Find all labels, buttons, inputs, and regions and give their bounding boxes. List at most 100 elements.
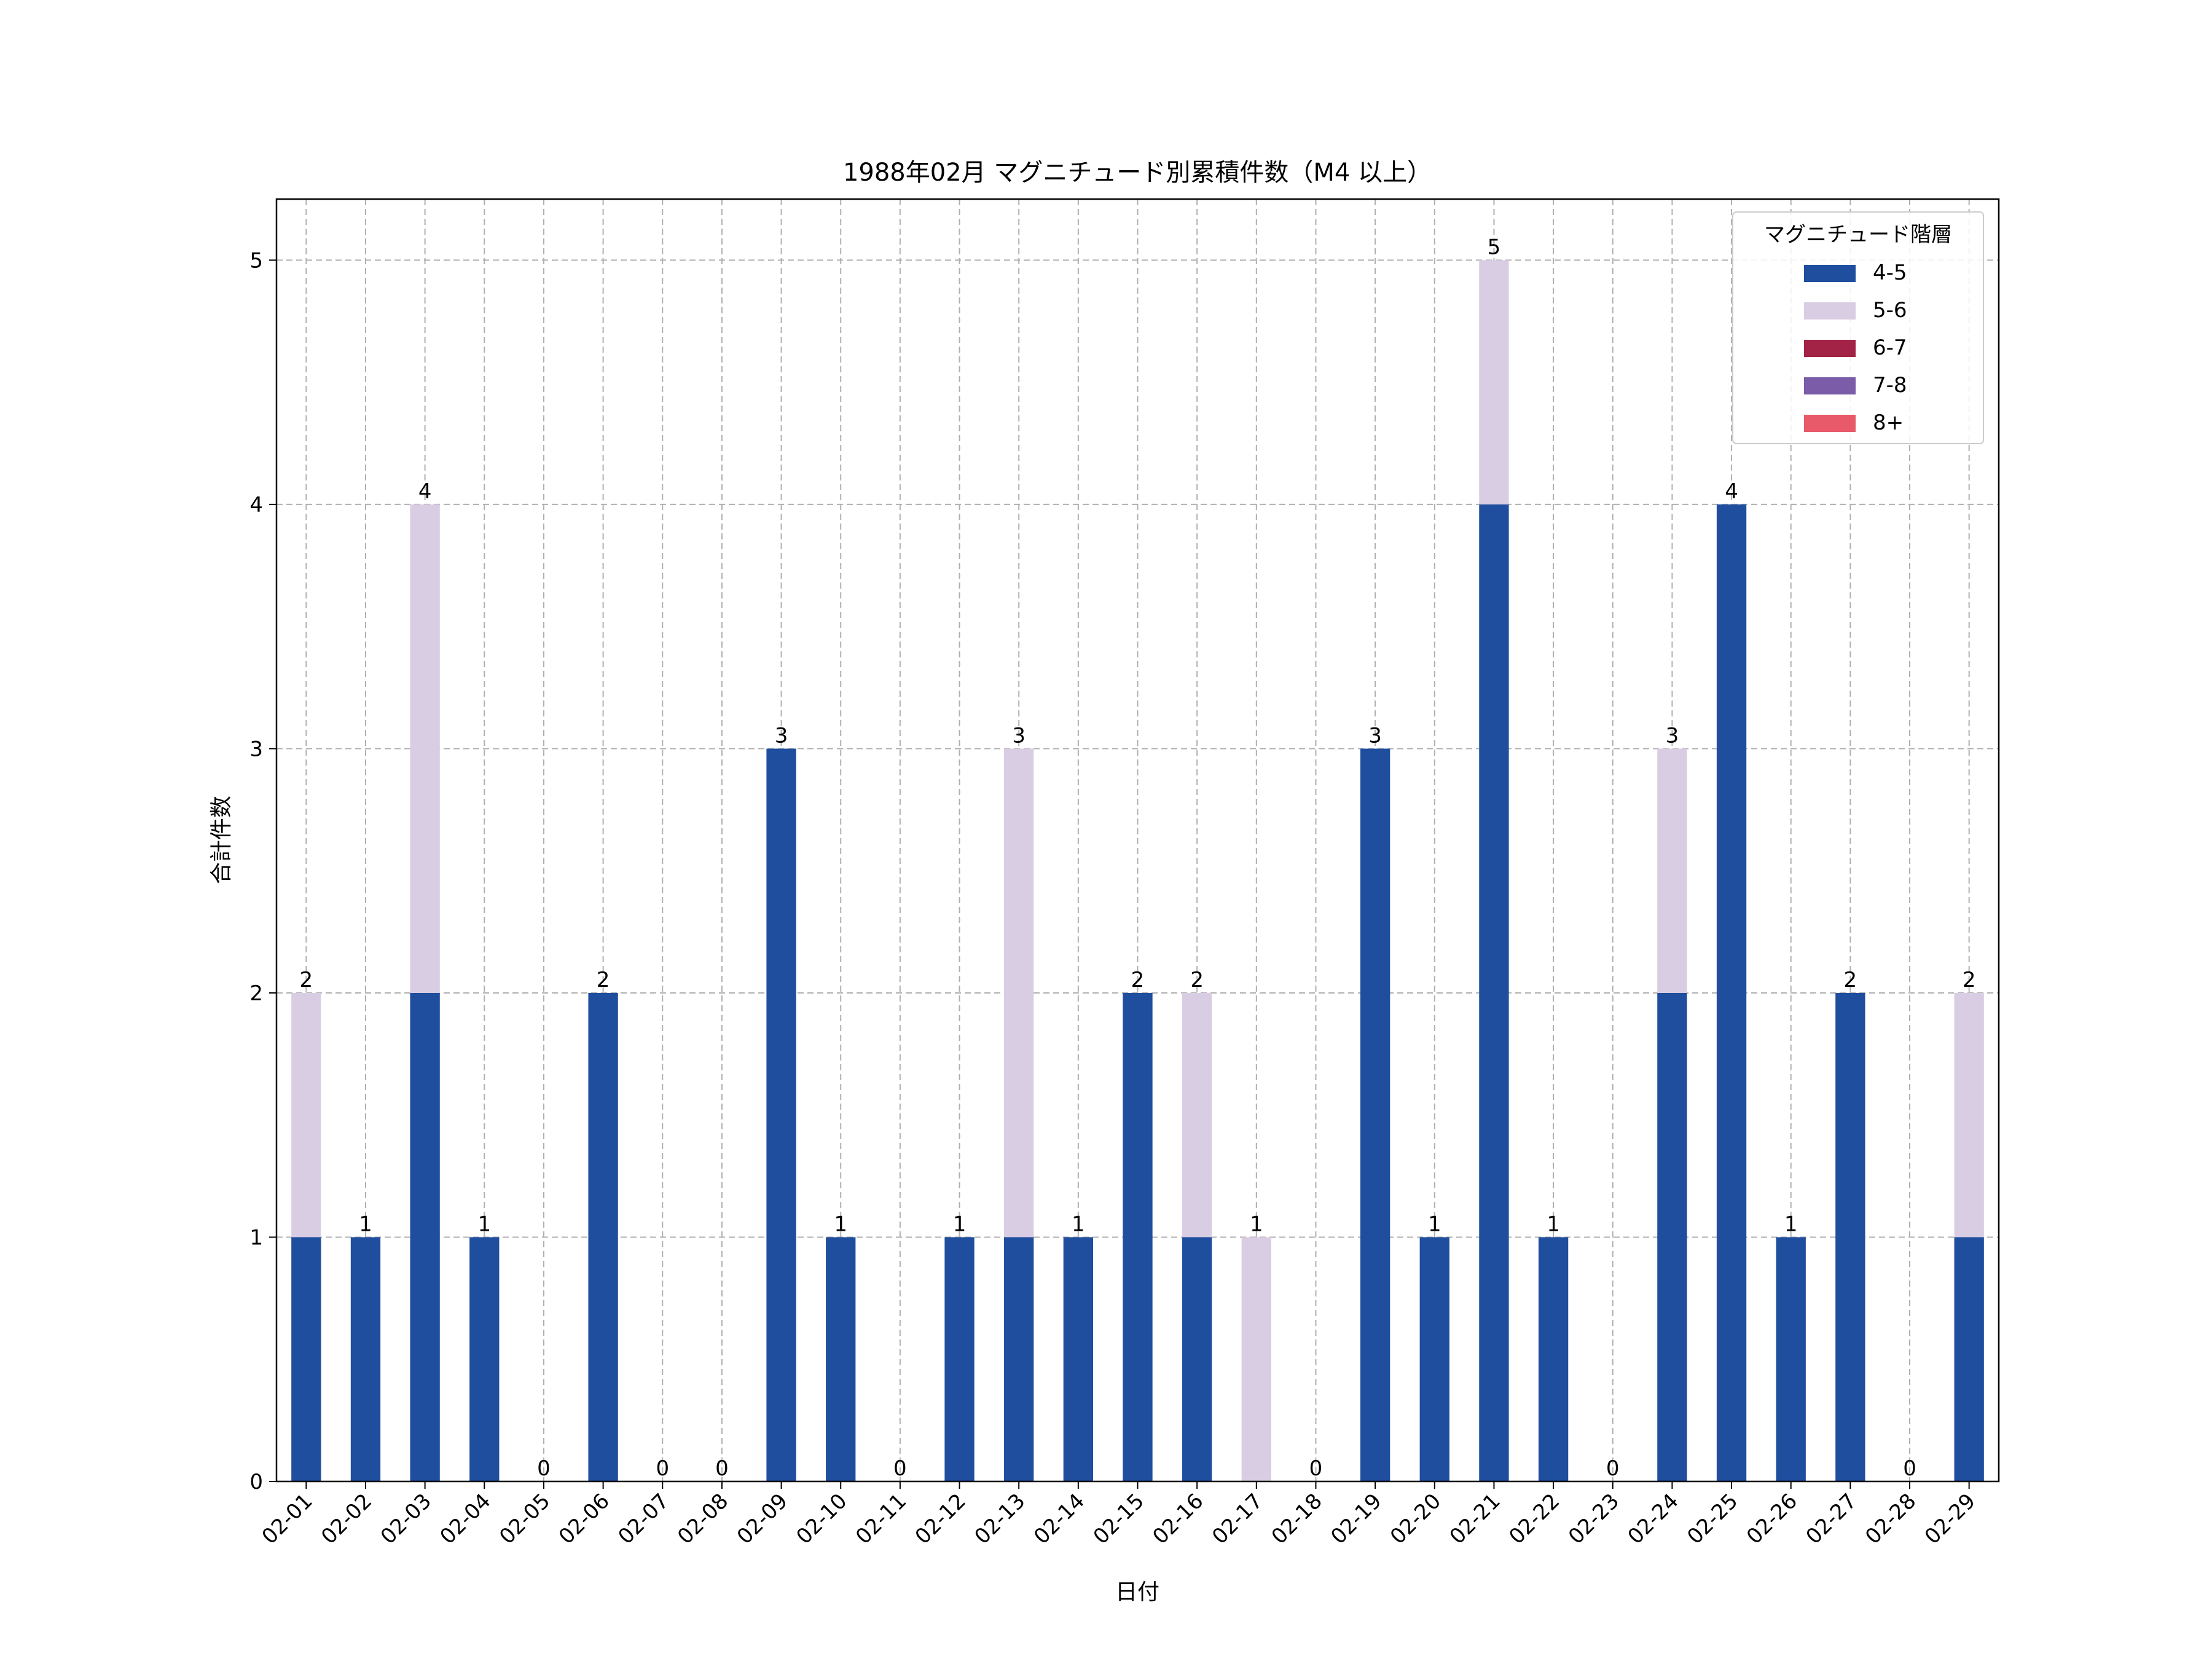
x-tick-label: 02-09 <box>732 1489 793 1549</box>
legend-label: 5-6 <box>1873 298 1907 323</box>
bar-segment <box>826 1237 856 1481</box>
bar-segment <box>588 992 618 1481</box>
bar-total-label: 0 <box>1903 1456 1916 1481</box>
x-tick-label: 02-29 <box>1920 1489 1980 1549</box>
x-tick-label: 02-13 <box>970 1489 1030 1549</box>
x-tick-label: 02-22 <box>1504 1489 1564 1549</box>
bar-segment <box>1538 1237 1569 1481</box>
bar-total-label: 1 <box>834 1212 847 1236</box>
x-tick-label: 02-19 <box>1326 1489 1386 1549</box>
x-tick-label: 02-05 <box>495 1489 555 1549</box>
bar-segment <box>1716 504 1747 1481</box>
bar-total-label: 3 <box>775 723 788 748</box>
bar-segment <box>1063 1237 1094 1481</box>
bar-segment <box>1182 1237 1212 1481</box>
x-ticks-layer: 02-0102-0202-0302-0402-0502-0602-0702-08… <box>257 1481 1980 1549</box>
bar-segment <box>350 1237 381 1481</box>
bar-segment <box>944 1237 975 1481</box>
x-tick-label: 02-14 <box>1029 1489 1089 1549</box>
legend: マグニチュード階層 4-5 5-6 6-7 7-8 8+ <box>1732 211 1984 444</box>
x-tick-label: 02-28 <box>1861 1489 1921 1549</box>
x-tick-label: 02-18 <box>1267 1489 1327 1549</box>
bar-segment <box>1835 992 1865 1481</box>
bar-segment <box>1657 992 1687 1481</box>
x-tick-label: 02-23 <box>1564 1489 1624 1549</box>
bar-total-label: 2 <box>1963 968 1976 992</box>
x-tick-label: 02-08 <box>673 1489 733 1549</box>
legend-swatch <box>1804 377 1856 394</box>
bar-total-label: 0 <box>1606 1456 1620 1481</box>
x-tick-label: 02-02 <box>316 1489 377 1549</box>
legend-swatch <box>1804 302 1856 320</box>
bar-total-label: 1 <box>359 1212 372 1236</box>
bar-segment <box>1182 992 1212 1237</box>
x-tick-label: 02-16 <box>1148 1489 1208 1549</box>
legend-swatch <box>1804 415 1856 432</box>
x-tick-label: 02-10 <box>791 1489 852 1549</box>
legend-box <box>1732 211 1984 444</box>
bar-total-label: 0 <box>537 1456 551 1481</box>
bar-segment <box>1657 748 1687 993</box>
bar-total-label: 3 <box>1666 723 1679 748</box>
y-tick-label: 2 <box>249 981 263 1006</box>
bar-segment <box>291 992 321 1237</box>
bars-layer <box>291 260 1984 1481</box>
y-ticks-layer: 0 1 2 3 4 5 <box>249 248 276 1494</box>
bar-total-label: 0 <box>715 1456 729 1481</box>
bar-total-label: 1 <box>1547 1212 1560 1236</box>
x-tick-label: 02-24 <box>1623 1489 1684 1549</box>
bar-total-label: 1 <box>953 1212 967 1236</box>
bar-total-label: 2 <box>1844 968 1857 992</box>
legend-swatch <box>1804 340 1856 357</box>
bar-total-label: 4 <box>1725 479 1738 504</box>
y-tick-label: 4 <box>249 493 263 517</box>
bar-segment <box>1479 504 1509 1481</box>
bar-total-label: 2 <box>1190 968 1204 992</box>
x-tick-label: 02-03 <box>376 1489 436 1549</box>
x-tick-label: 02-15 <box>1089 1489 1149 1549</box>
bar-total-label: 0 <box>656 1456 669 1481</box>
y-axis-label: 合計件数 <box>209 796 234 884</box>
y-tick-label: 0 <box>249 1470 263 1494</box>
x-axis-label: 日付 <box>1115 1580 1159 1605</box>
bar-total-label: 0 <box>893 1456 907 1481</box>
legend-items: 4-5 5-6 6-7 7-8 8+ <box>1804 261 1907 435</box>
bar-segment <box>1004 748 1034 1237</box>
bar-total-label: 3 <box>1012 723 1026 748</box>
bar-total-label: 0 <box>1309 1456 1323 1481</box>
bar-segment <box>1954 1237 1984 1481</box>
x-tick-label: 02-11 <box>851 1489 911 1549</box>
bar-segment <box>291 1237 321 1481</box>
x-tick-label: 02-20 <box>1386 1489 1446 1549</box>
x-tick-label: 02-06 <box>554 1489 614 1549</box>
bar-total-label: 1 <box>1072 1212 1085 1236</box>
bar-segment <box>410 504 440 993</box>
bar-segment <box>1954 992 1984 1237</box>
bar-segment <box>1004 1237 1034 1481</box>
bar-segment <box>1360 748 1390 1481</box>
bar-total-label: 1 <box>1784 1212 1798 1236</box>
x-tick-label: 02-07 <box>613 1489 673 1549</box>
bar-labels-layer: 2 1 4 1 0 2 0 0 3 1 0 1 3 1 2 2 1 0 3 1 5 1 0 3 4 1 2 0 2 <box>300 235 1976 1481</box>
bar-total-label: 1 <box>1250 1212 1263 1236</box>
legend-swatch <box>1804 265 1856 282</box>
x-tick-label: 02-04 <box>436 1489 496 1549</box>
x-tick-label: 02-26 <box>1742 1489 1802 1549</box>
bar-total-label: 2 <box>300 968 313 992</box>
legend-label: 7-8 <box>1873 373 1907 398</box>
chart-title: 1988年02月 マグニチュード別累積件数（M4 以上） <box>843 159 1432 187</box>
y-tick-label: 5 <box>249 248 263 273</box>
bar-segment <box>1419 1237 1449 1481</box>
x-tick-label: 02-17 <box>1207 1489 1268 1549</box>
legend-label: 8+ <box>1873 410 1904 435</box>
legend-label: 6-7 <box>1873 335 1907 360</box>
bar-segment <box>469 1237 500 1481</box>
bar-total-label: 2 <box>597 968 610 992</box>
bar-segment <box>1479 260 1509 504</box>
bar-total-label: 4 <box>418 479 432 504</box>
legend-title: マグニチュード階層 <box>1764 222 1952 247</box>
bar-segment <box>1241 1237 1271 1481</box>
bar-total-label: 5 <box>1488 235 1501 259</box>
bar-total-label: 1 <box>1428 1212 1441 1236</box>
